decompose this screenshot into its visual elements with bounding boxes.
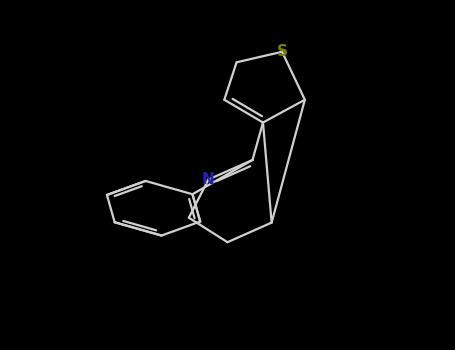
Text: S: S (277, 44, 288, 59)
Text: N: N (202, 172, 215, 187)
